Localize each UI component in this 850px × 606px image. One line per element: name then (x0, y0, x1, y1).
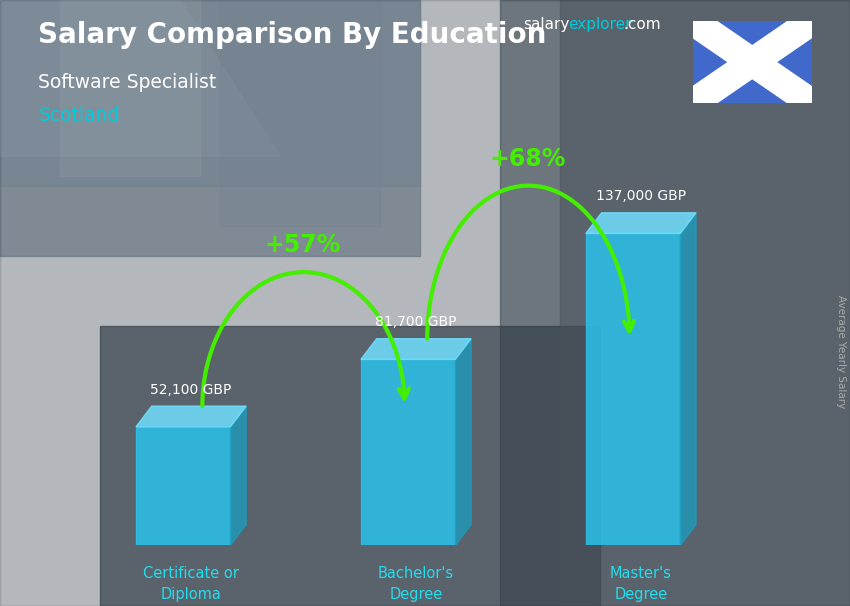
Text: 81,700 GBP: 81,700 GBP (375, 315, 456, 329)
Polygon shape (586, 213, 696, 233)
Text: Master's
Degree: Master's Degree (610, 566, 672, 602)
Text: Salary Comparison By Education: Salary Comparison By Education (38, 21, 547, 49)
Text: salary: salary (523, 17, 570, 32)
Polygon shape (693, 21, 812, 103)
Text: Software Specialist: Software Specialist (38, 73, 217, 92)
Polygon shape (361, 359, 456, 545)
Text: explorer: explorer (568, 17, 632, 32)
Polygon shape (680, 213, 696, 545)
Polygon shape (361, 339, 471, 359)
Polygon shape (560, 0, 850, 606)
Text: Certificate or
Diploma: Certificate or Diploma (143, 566, 239, 602)
Text: Bachelor's
Degree: Bachelor's Degree (378, 566, 454, 602)
Polygon shape (100, 326, 600, 606)
Polygon shape (0, 0, 280, 156)
Text: +68%: +68% (490, 147, 566, 171)
Text: 137,000 GBP: 137,000 GBP (596, 190, 686, 204)
Text: 52,100 GBP: 52,100 GBP (150, 383, 232, 397)
Polygon shape (586, 233, 680, 545)
Polygon shape (230, 406, 246, 545)
Polygon shape (500, 0, 850, 606)
Text: Scotland: Scotland (38, 106, 120, 125)
Polygon shape (60, 0, 200, 176)
Polygon shape (456, 339, 471, 545)
Polygon shape (220, 0, 380, 226)
Text: +57%: +57% (264, 233, 341, 257)
Text: Average Yearly Salary: Average Yearly Salary (836, 295, 846, 408)
Polygon shape (136, 406, 246, 427)
Polygon shape (693, 21, 812, 103)
Text: .com: .com (623, 17, 660, 32)
Polygon shape (136, 427, 230, 545)
